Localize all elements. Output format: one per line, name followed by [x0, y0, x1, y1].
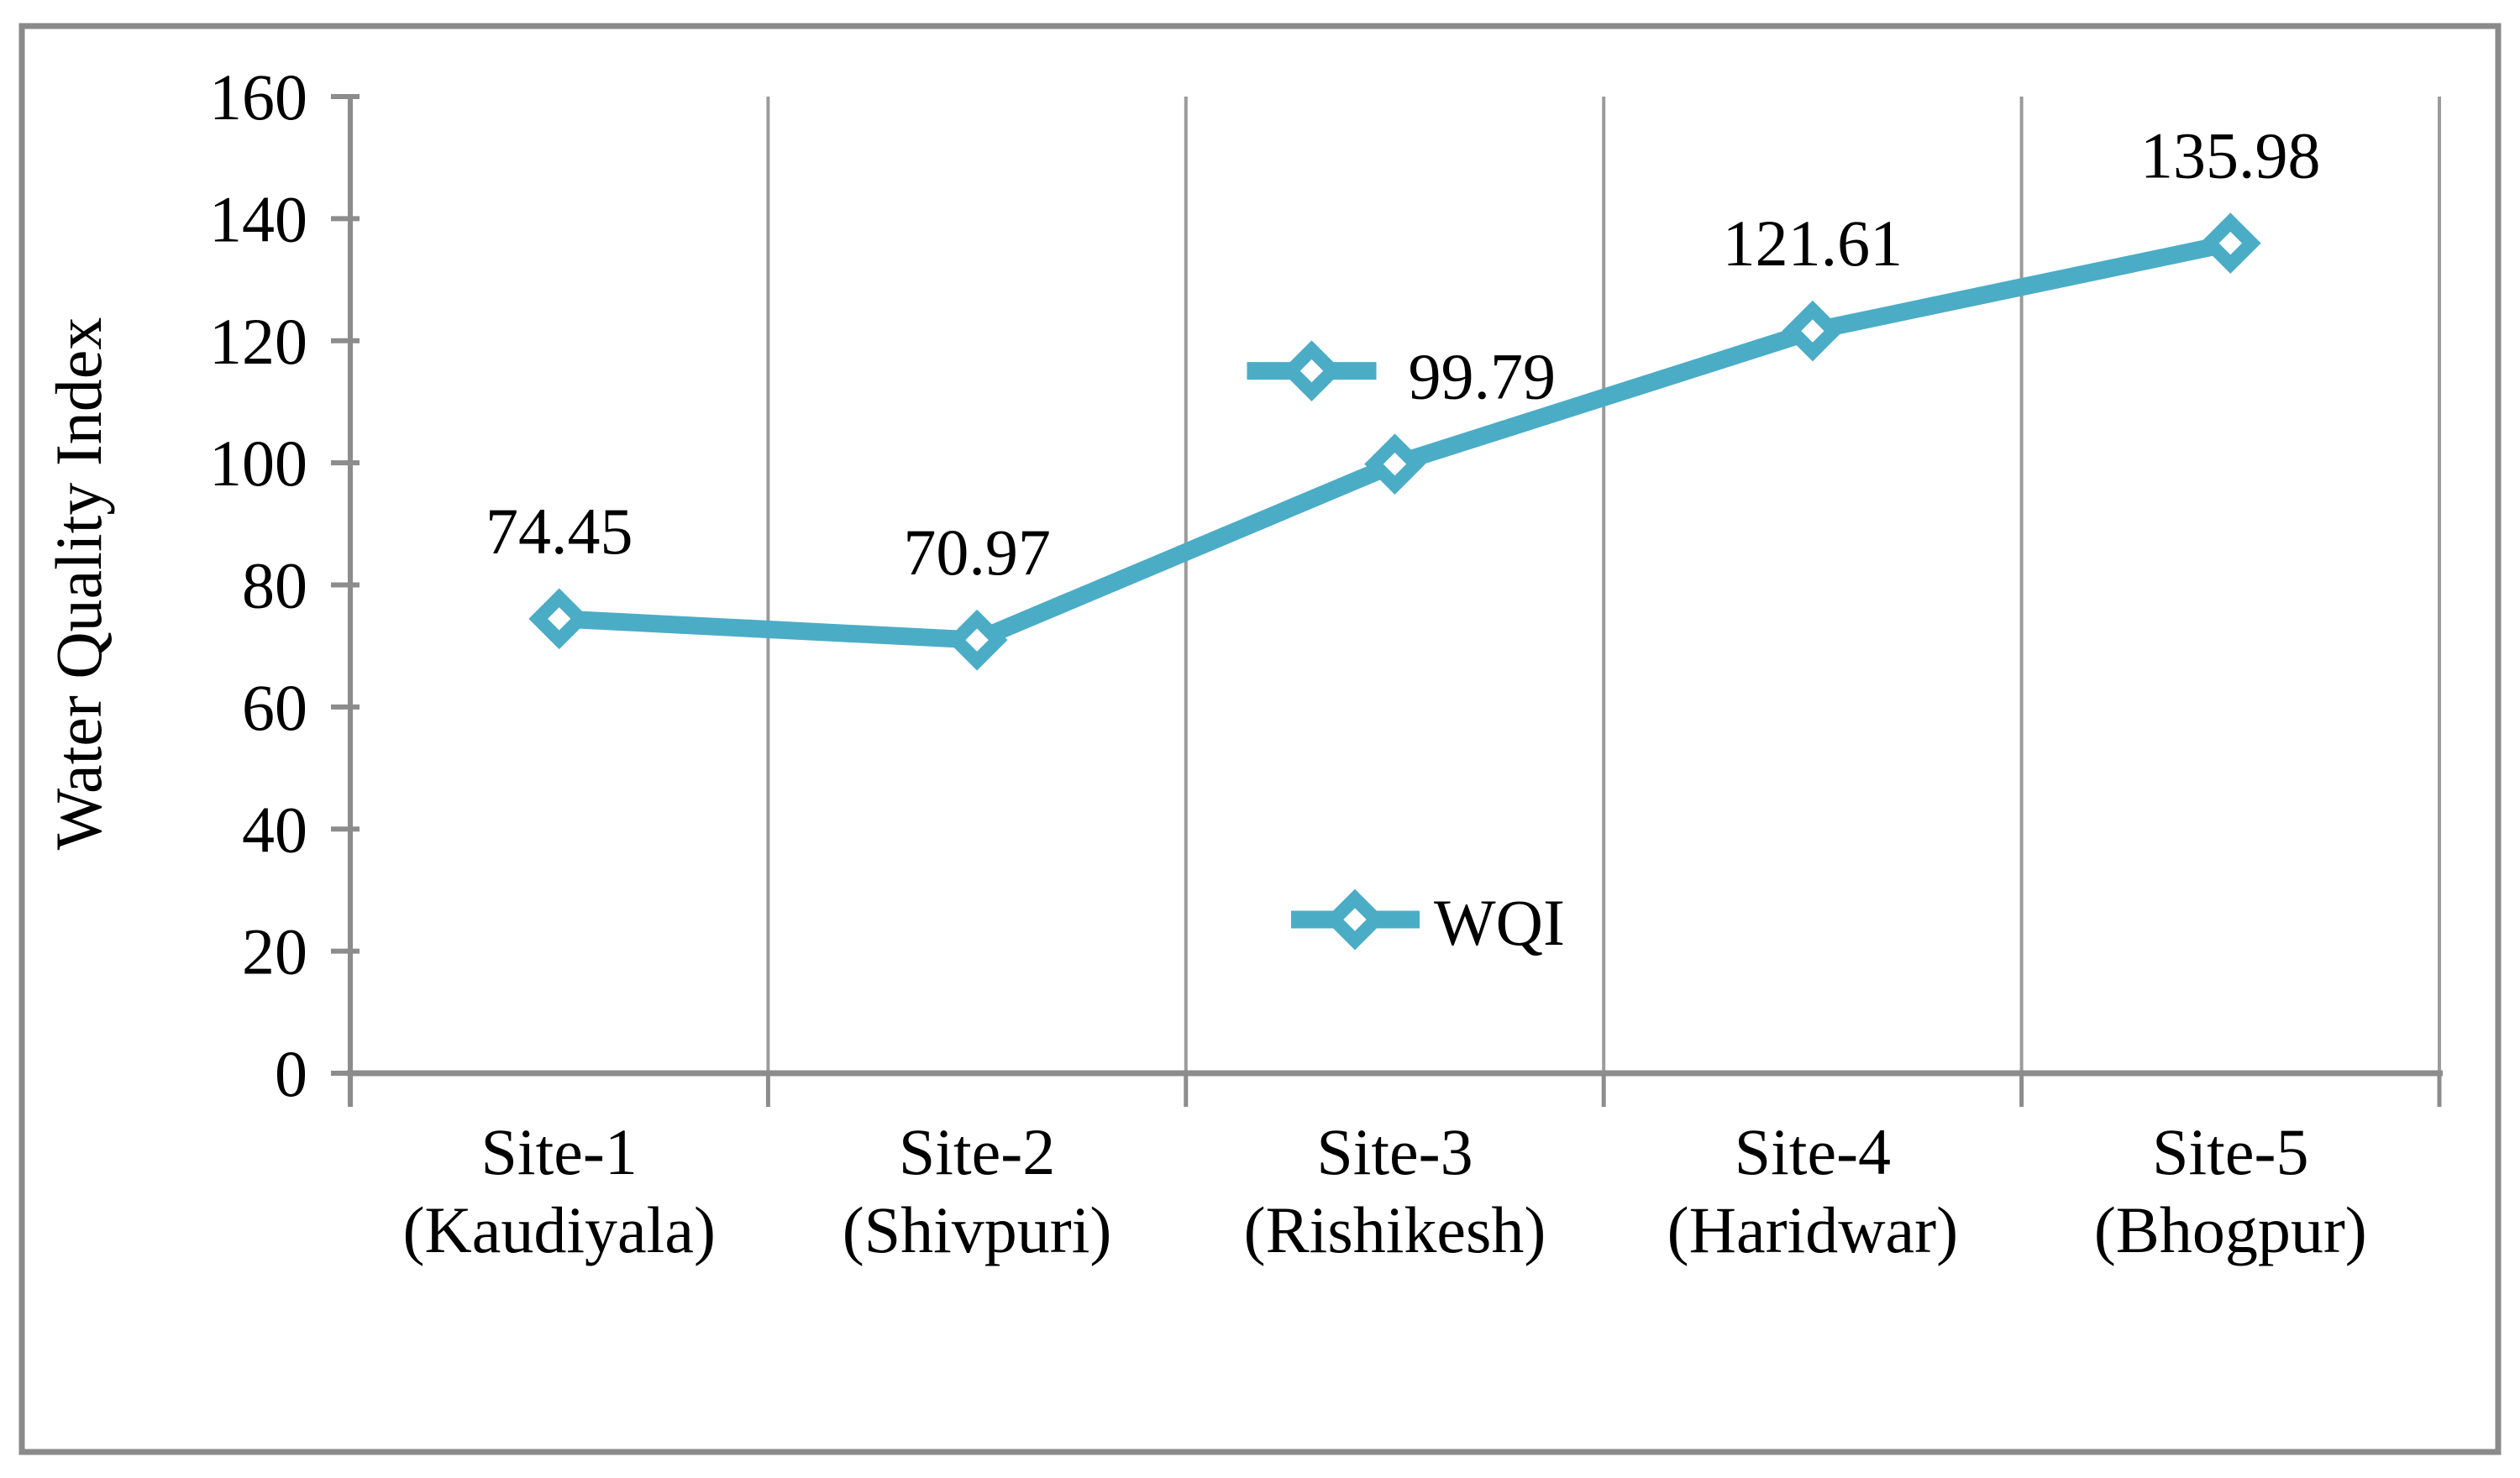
x-axis-label-line2: (Rishikesh) [1244, 1193, 1546, 1266]
data-label: 99.79 [1409, 340, 1557, 413]
data-point-marker [2199, 212, 2261, 274]
x-axis-label-line2: (Shivpuri) [843, 1193, 1112, 1266]
y-tick-label: 100 [209, 427, 307, 500]
data-point-marker [1364, 433, 1425, 495]
y-tick-label: 120 [209, 305, 307, 378]
data-point-marker [528, 588, 591, 650]
y-tick-label: 40 [242, 793, 307, 866]
x-axis-label-line2: (Haridwar) [1667, 1193, 1958, 1266]
x-axis-label-line1: Site-3 [1316, 1115, 1473, 1188]
data-label: 121.61 [1723, 207, 1903, 280]
y-tick-label: 60 [242, 671, 307, 744]
data-label: 135.98 [2140, 119, 2321, 192]
data-point-marker [946, 609, 1008, 671]
y-tick-label: 140 [209, 182, 307, 255]
chart-border [18, 23, 2502, 1455]
data-label-legend-key-marker [1281, 340, 1342, 401]
y-tick-label: 160 [209, 60, 307, 134]
y-tick-label: 80 [242, 549, 307, 622]
legend-label: WQI [1434, 886, 1565, 959]
y-axis-title: Water Quality Index [42, 317, 115, 851]
data-point-marker [1782, 300, 1844, 362]
x-axis-label-line1: Site-4 [1735, 1115, 1891, 1188]
y-tick-label: 0 [275, 1037, 307, 1110]
x-axis-label-line2: (Kaudiyala) [402, 1193, 715, 1266]
x-axis-label-line2: (Bhogpur) [2094, 1193, 2367, 1266]
legend-key-marker [1324, 888, 1386, 951]
x-axis-label-line1: Site-2 [899, 1115, 1055, 1188]
data-label: 74.45 [486, 495, 633, 568]
x-axis-label-line1: Site-5 [2152, 1115, 2308, 1188]
x-axis-label-line1: Site-1 [481, 1115, 638, 1188]
y-tick-label: 20 [242, 915, 307, 988]
data-label: 70.97 [903, 516, 1051, 589]
